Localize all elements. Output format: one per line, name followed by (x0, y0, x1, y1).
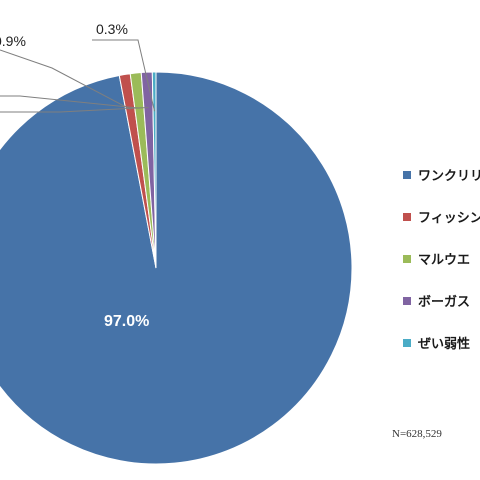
legend-label-malware: マルウエ (418, 253, 470, 268)
data-label-one-click: 97.0% (104, 313, 149, 330)
leader-line-vulnerability (92, 39, 156, 112)
pie-slice-vulnerability (151, 71, 157, 269)
leader-line-bogus (0, 106, 149, 113)
leader-line-phishing (0, 49, 131, 110)
data-label-phishing: 0.9% (0, 33, 26, 49)
legend-swatch-bogus (403, 297, 411, 305)
legend-label-one-click: ワンクリリ (418, 169, 480, 184)
legend-swatch-phishing (403, 213, 411, 221)
legend-swatch-vulnerability (403, 339, 411, 347)
sample-size-note: N=628,529 (392, 428, 442, 440)
legend-label-bogus: ボーガス (418, 294, 470, 310)
data-labels: 97.0% 0.9% 0.3% (0, 21, 149, 330)
pie-slices (0, 71, 353, 465)
leader-line-malware (0, 95, 140, 109)
data-label-vulnerability: 0.3% (96, 21, 128, 37)
legend-swatch-malware (403, 255, 411, 263)
pie-slice-one-click (0, 71, 353, 465)
legend-label-phishing: フィッシン (418, 211, 480, 226)
legend-label-vulnerability: ぜい弱性 (418, 336, 470, 352)
legend-swatch-one-click (403, 171, 411, 179)
leader-lines (0, 39, 156, 113)
